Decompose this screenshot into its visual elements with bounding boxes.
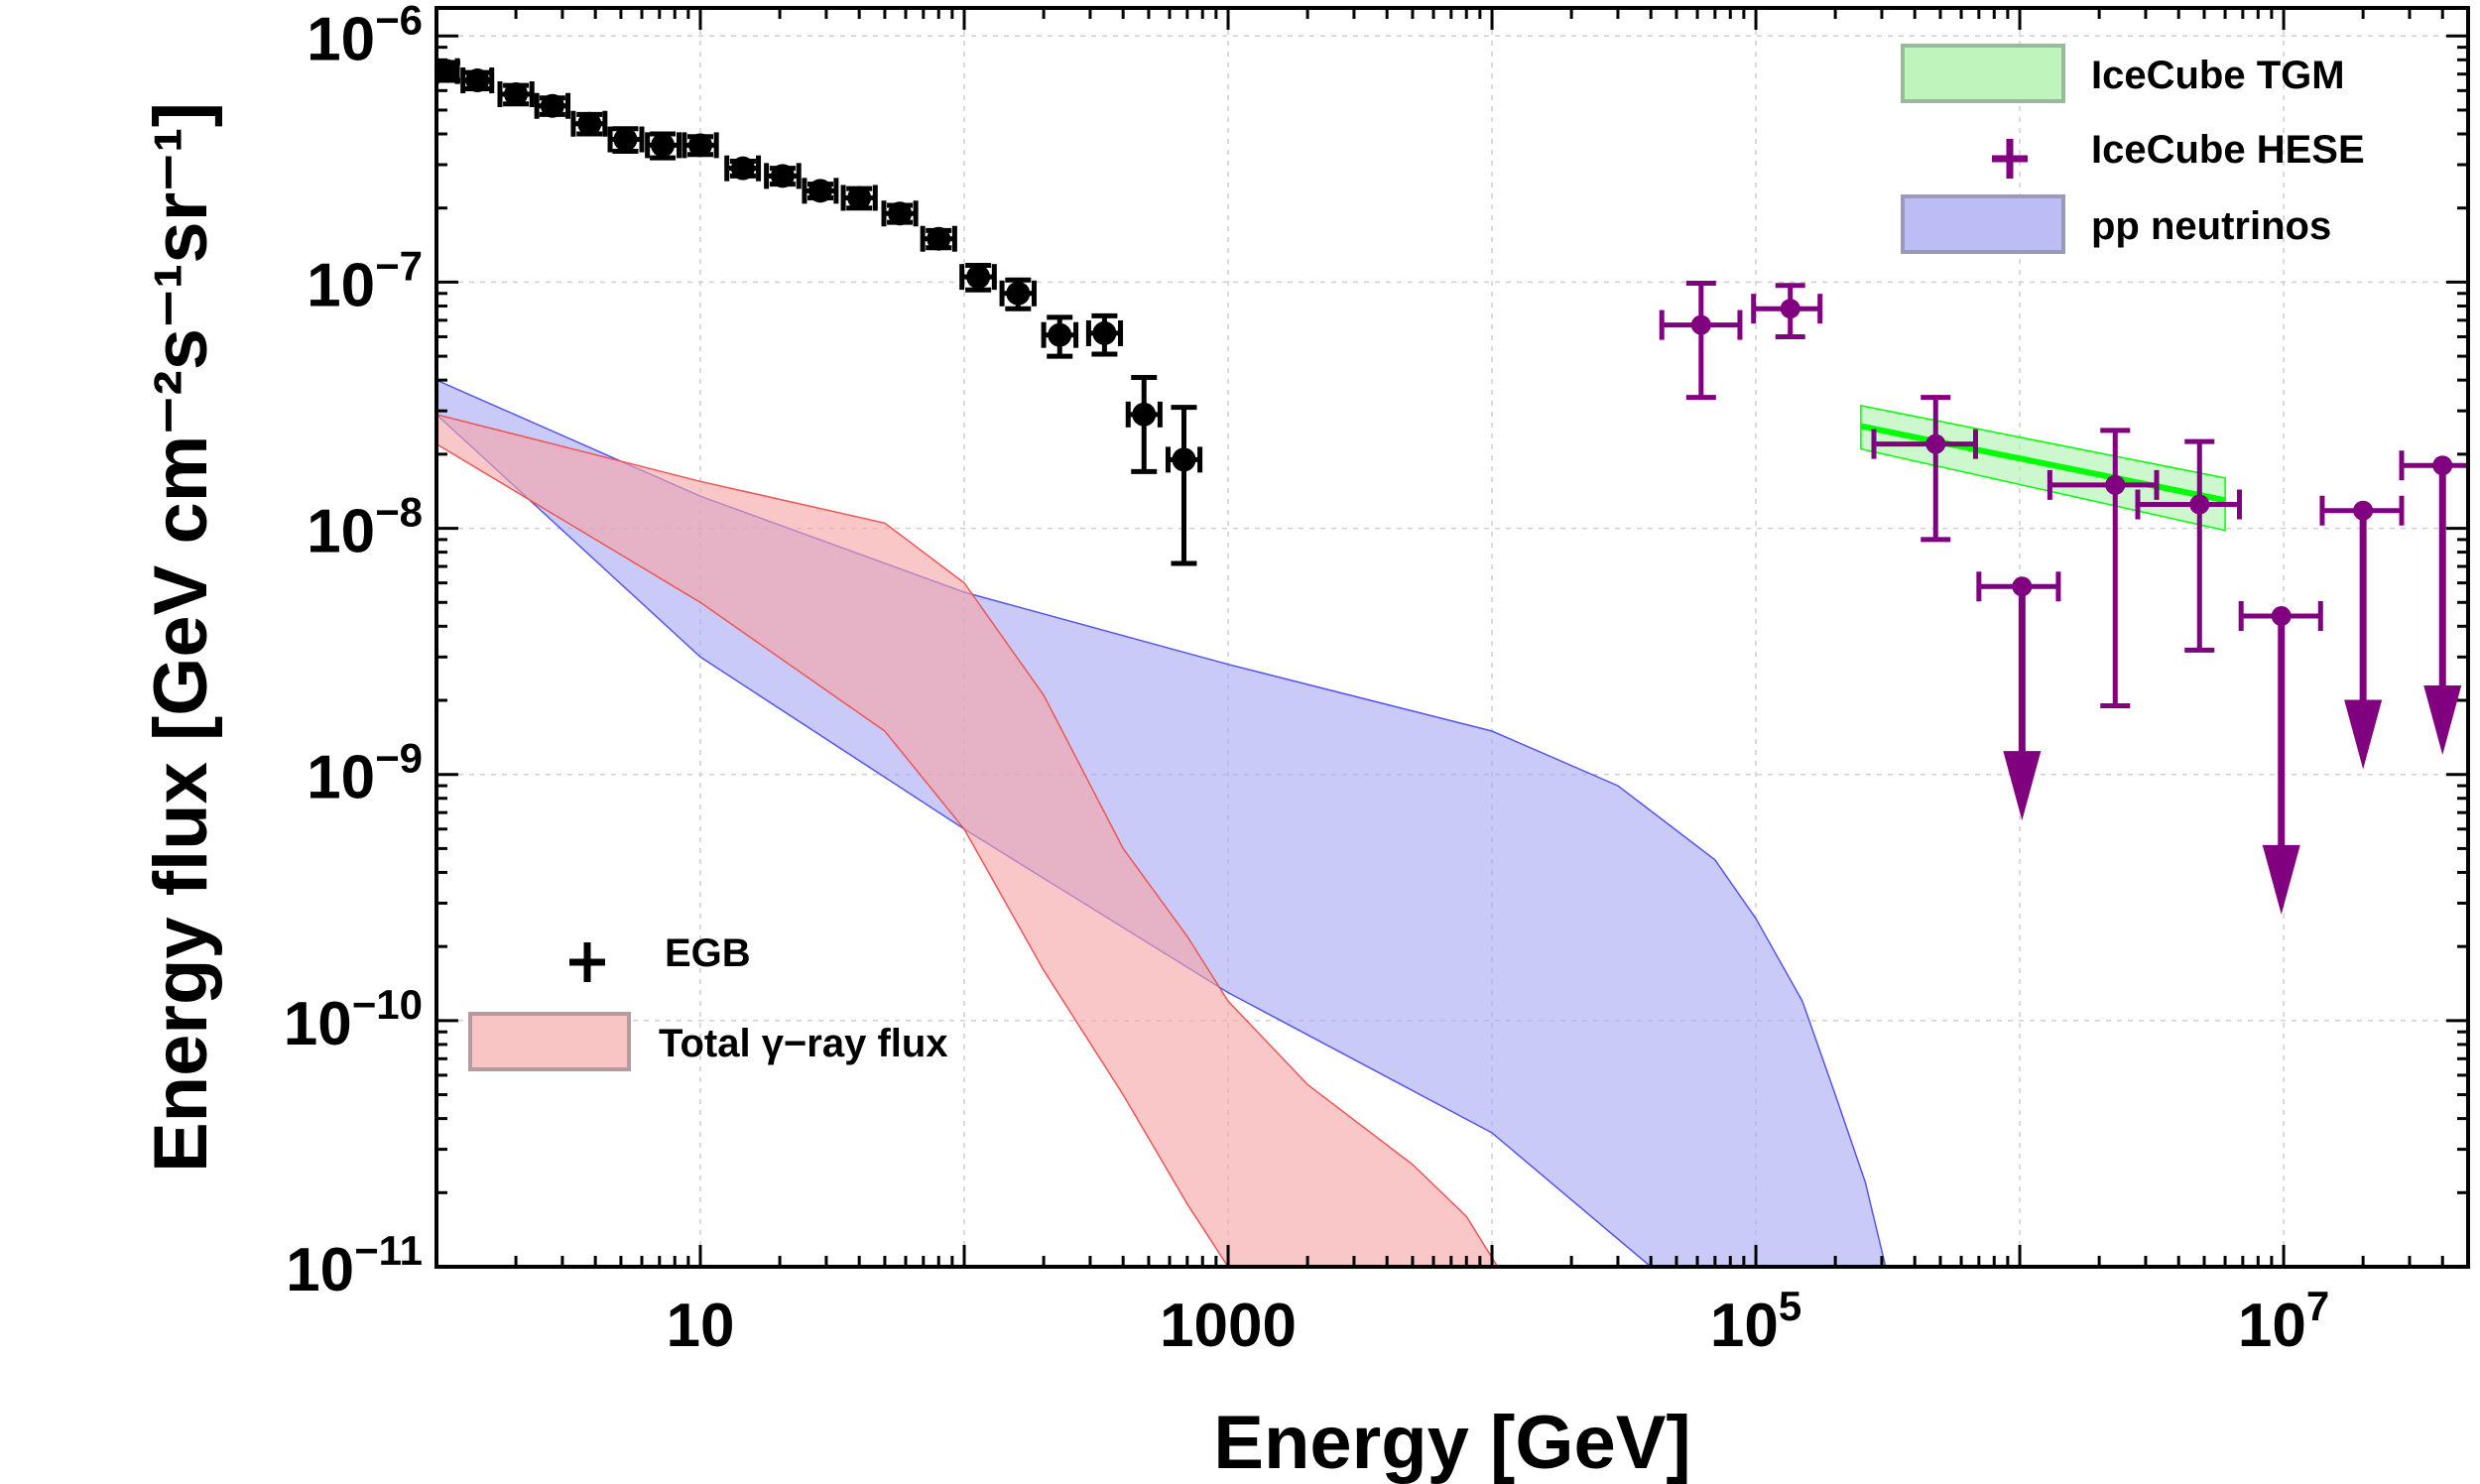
data-marker [1780,299,1800,319]
egb-point [1165,405,1203,566]
y-tick-label: 10−9 [307,735,423,812]
data-marker [540,93,564,118]
data-marker [927,226,951,251]
egb-point [570,110,608,137]
egb-point [840,185,878,211]
limit-arrowhead [2344,699,2383,770]
icecube-hese-legend-label: IceCube HESE [2091,128,2365,172]
data-marker [1006,281,1031,306]
y-axis-label: Energy flux [GeV cm⁻²s⁻¹sr⁻¹] [139,102,223,1173]
egb-point [881,200,919,227]
egb-point [1125,375,1163,474]
data-marker [1132,402,1157,427]
data-marker [847,186,872,210]
data-marker [808,179,833,203]
x-axis-label: Energy [GeV] [1213,1401,1690,1484]
egb-point [497,80,535,107]
data-marker [2189,494,2210,515]
data-marker [2012,576,2033,597]
data-marker [770,164,795,188]
limit-arrowhead [2262,844,2300,915]
egb-point [645,131,682,161]
data-marker [688,133,713,158]
hese-point [1871,395,1979,543]
data-marker [1925,433,1946,454]
egb-point [1041,314,1079,359]
band-icecube-tgm [1860,404,2226,532]
limit-arrowhead [2423,685,2462,756]
egb-point [436,58,461,84]
y-tick-label: 10−11 [286,1227,423,1304]
egb-point [959,262,997,293]
pp-neutrinos-legend-swatch [1901,194,2065,254]
hese-point [2046,428,2160,709]
pp-neutrinos-legend-label: pp neutrinos [2091,204,2331,248]
total-ray-flux-legend-label: Total γ−ray flux [659,1022,948,1065]
icecube-tgm-legend-label: IceCube TGM [2091,54,2345,97]
egb-point [534,92,571,119]
data-marker [436,59,460,83]
x-tick-label: 107 [2238,1283,2329,1360]
egb-point [920,225,957,252]
y-tick-label: 10−10 [284,981,423,1058]
egb-point [1085,312,1124,357]
data-marker [504,81,529,106]
x-tick-label: 105 [1710,1283,1801,1360]
data-marker [2271,606,2292,627]
hese-upper-limit [2238,601,2323,915]
data-points [436,58,2468,915]
x-tick-label: 1000 [1160,1292,1297,1360]
axis-ticks: 10 1000 105 107 10−6 10−7 10−8 10−9 10−10 10−11 [284,0,2470,1360]
hese-point [2135,438,2243,653]
egb-point [682,132,719,159]
limit-arrowhead [2003,751,2042,821]
hese-upper-limit [2399,450,2468,756]
egb-point [724,155,762,182]
data-marker [651,133,676,158]
y-tick-label: 10−7 [307,242,423,319]
egb-point [607,126,645,155]
band-total-ray-flux [436,414,1499,1267]
hese-point [1659,281,1743,401]
data-marker [465,68,490,93]
data-marker [1048,322,1072,347]
hese-upper-limit [1976,571,2061,821]
data-marker [966,265,991,290]
data-marker [2432,455,2453,476]
hese-point [1751,283,1823,339]
data-marker [888,201,913,226]
data-marker [613,127,638,152]
data-marker [730,156,755,181]
data-marker [1172,447,1196,472]
egb-point [460,67,495,94]
egb-point [999,277,1037,311]
legend-bottom-left: EGB Total γ−ray flux [468,931,948,1071]
data-marker [2353,500,2374,521]
flux-bands [436,379,2226,1267]
egb-point [764,163,802,189]
y-tick-label: 10−8 [307,489,423,566]
y-tick-label: 10−6 [307,0,423,73]
hese-upper-limit [2319,495,2405,770]
legend-top-right: IceCube TGM IceCube HESE pp neutrinos [1901,44,2365,254]
egb-legend-label: EGB [665,931,751,975]
data-marker [2105,474,2126,495]
data-marker [1690,314,1711,335]
line-icecube-tgm [1860,423,2226,504]
x-tick-label: 10 [667,1292,735,1360]
icecube-tgm-legend-swatch [1901,44,2065,103]
egb-point [802,178,839,204]
data-marker [577,111,602,136]
total-ray-flux-legend-swatch [468,1012,631,1071]
data-marker [1092,320,1117,345]
